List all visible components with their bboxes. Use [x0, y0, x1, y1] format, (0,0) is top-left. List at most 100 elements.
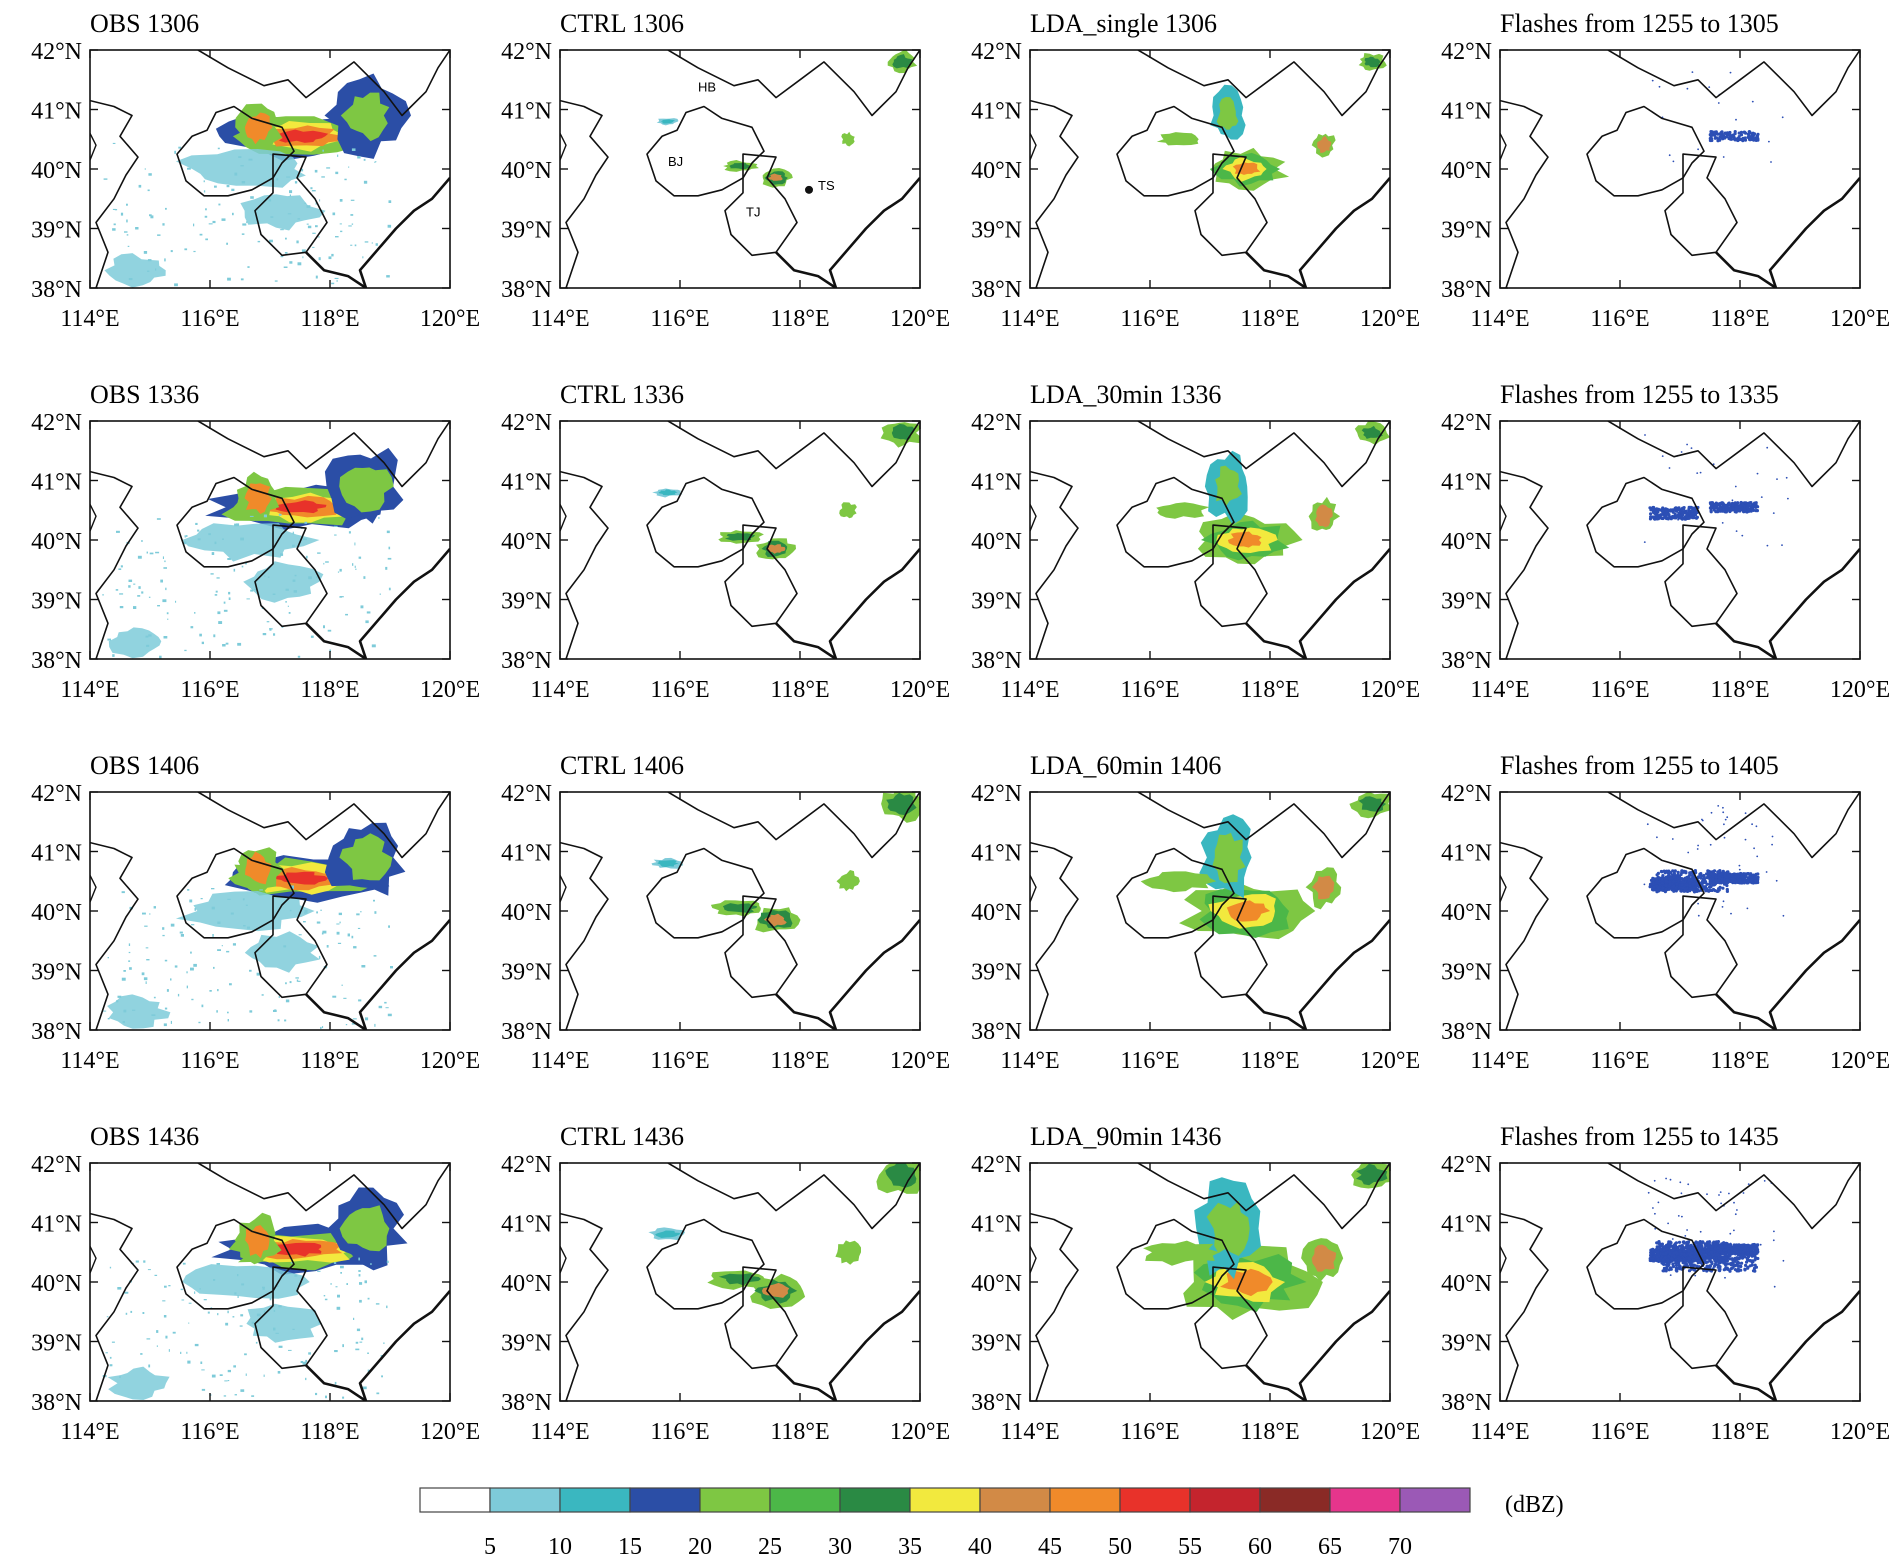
flash-point	[1744, 812, 1747, 815]
flash-point	[1679, 1181, 1682, 1184]
flash-point	[1651, 1257, 1653, 1260]
lat-label: 39°N	[31, 589, 82, 615]
weak-echo	[388, 587, 391, 591]
weak-echo	[245, 561, 247, 565]
weak-echo	[304, 910, 308, 913]
reflectivity-area	[339, 833, 393, 881]
flash-point	[1722, 508, 1726, 512]
weak-echo	[302, 1361, 306, 1365]
weak-echo	[162, 927, 165, 930]
weak-echo	[147, 189, 150, 192]
weak-echo	[249, 515, 254, 517]
flash-point	[1682, 1241, 1686, 1245]
lat-label: 38°N	[1441, 1019, 1492, 1045]
weak-echo	[241, 181, 246, 184]
coastline	[305, 1290, 450, 1401]
weak-echo	[384, 1001, 387, 1004]
flash-point	[1735, 1250, 1739, 1254]
weak-echo	[164, 1007, 168, 1010]
weak-echo	[318, 955, 321, 959]
flash-point	[1746, 879, 1750, 883]
flash-point	[1748, 1253, 1752, 1257]
province-boundary	[1030, 503, 1037, 532]
flash-point	[1729, 1242, 1732, 1245]
flash-point	[1726, 1262, 1730, 1266]
coastline	[305, 177, 450, 288]
panel-frame	[1499, 49, 1861, 289]
weak-echo	[371, 242, 373, 244]
flash-point	[1712, 131, 1716, 135]
flash-point	[1648, 882, 1653, 887]
flash-point	[1771, 843, 1773, 846]
weak-echo	[163, 1023, 167, 1027]
lon-label: 114°E	[1470, 677, 1529, 703]
weak-echo	[367, 1352, 369, 1354]
map-content	[560, 792, 920, 1030]
weak-echo	[345, 613, 348, 616]
flash-point	[1671, 838, 1674, 840]
weak-echo	[143, 977, 148, 981]
lon-label: 120°E	[1360, 1048, 1420, 1074]
lat-label: 42°N	[1441, 39, 1492, 65]
flash-point	[1657, 876, 1661, 880]
flash-point	[1757, 878, 1760, 880]
weak-echo	[140, 1353, 143, 1355]
weak-echo	[227, 1011, 229, 1014]
weak-echo	[107, 638, 111, 641]
weak-echo	[314, 169, 318, 173]
weak-echo	[256, 1313, 261, 1317]
weak-echo	[335, 171, 339, 175]
reflectivity-area	[1315, 504, 1333, 528]
location-label: BJ	[668, 154, 683, 169]
coastline	[775, 548, 920, 659]
weak-echo	[315, 275, 318, 279]
flash-point	[1683, 887, 1687, 891]
weak-echo	[217, 611, 221, 615]
colorbar-box	[839, 1487, 911, 1513]
weak-echo	[240, 1389, 245, 1392]
map-content	[560, 50, 920, 288]
weak-echo	[247, 266, 250, 268]
flash-point	[1716, 1246, 1720, 1250]
lat-label: 42°N	[971, 39, 1022, 65]
weak-echo	[358, 1270, 361, 1272]
flash-point	[1733, 1248, 1737, 1252]
flash-point	[1690, 509, 1694, 513]
lon-label: 120°E	[1360, 1419, 1420, 1445]
flash-point	[1755, 1249, 1759, 1253]
map-content	[90, 50, 450, 288]
flash-point	[1652, 515, 1656, 519]
flash-point	[1668, 467, 1671, 469]
flash-point	[1716, 1265, 1720, 1269]
flash-point	[1673, 869, 1677, 873]
province-boundary	[1500, 99, 1549, 288]
weak-echo	[245, 1373, 247, 1376]
flash-point	[1658, 85, 1661, 88]
flash-point	[1718, 869, 1722, 873]
weak-echo	[307, 225, 312, 229]
lon-label: 114°E	[60, 677, 119, 703]
weak-echo	[137, 555, 142, 559]
flash-point	[1709, 130, 1713, 134]
weak-echo	[200, 1361, 203, 1364]
lon-label: 120°E	[420, 1048, 480, 1074]
reflectivity-area	[1311, 1244, 1337, 1272]
flash-point	[1755, 509, 1759, 513]
lon-label: 114°E	[1470, 306, 1529, 332]
flash-point	[1688, 881, 1692, 885]
province-boundary	[646, 847, 765, 939]
flash-point	[1654, 1212, 1656, 1215]
lat-label: 39°N	[501, 960, 552, 986]
flash-point	[1717, 502, 1722, 506]
weak-echo	[214, 594, 218, 596]
weak-echo	[148, 1364, 151, 1368]
weak-echo	[205, 238, 208, 241]
weak-echo	[263, 514, 267, 518]
province-boundary	[1030, 1212, 1079, 1401]
weak-echo	[172, 1331, 176, 1334]
map-panel: OBS 1336 42°N 41°N 40°N 39°N 38°N 114°E 116°E 11…	[31, 380, 480, 703]
weak-echo	[112, 208, 116, 210]
flash-point	[1671, 1238, 1674, 1240]
flash-point	[1728, 130, 1732, 135]
lat-label: 40°N	[31, 158, 82, 184]
